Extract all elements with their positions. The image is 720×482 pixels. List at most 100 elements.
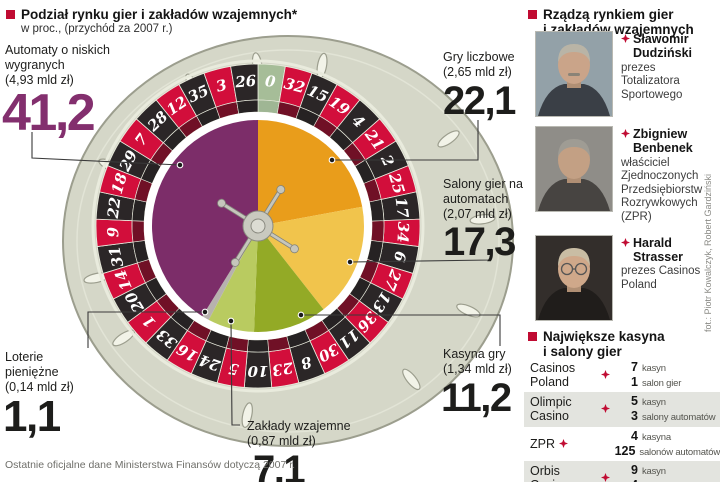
person-name: Zbigniew Benbenek [633,127,693,156]
casino-stat-number: 9 [631,462,638,477]
photo-credit: fot.: Piotr Kowalczyk, Robert Gardziński [703,173,713,332]
person-name: Sławomir Dudziński [633,32,693,61]
arrow-icon [601,471,610,482]
casino-row: Orbis Casino9kasyn4salony automatów [524,460,720,482]
pie-slice-22,1 [258,120,363,226]
pocket-number: 22 [104,196,125,220]
pocket-inner-34 [370,220,385,243]
casino-stat-number: 3 [631,409,638,424]
casino-stat-unit: salonów automatów [639,446,720,458]
person-row: Zbigniew Benbenek właściciel Zjednoczonyc… [535,126,718,225]
casino-stat-number: 5 [631,394,638,409]
pie-slice-7,1 [208,226,258,332]
callout-value: 17,3 [443,220,516,265]
footnote: Ostatnie oficjalne dane Ministerstwa Fin… [5,459,296,471]
pocket-number: 31 [105,244,127,268]
pocket-number: 17 [392,196,413,220]
pocket-inner-26 [236,99,259,114]
person-role: prezes Totalizatora Sportowego [621,61,683,101]
casino-stat-unit: kasyn [642,397,666,409]
casino-name: Casinos Poland [530,361,610,389]
leader-dot [227,317,235,325]
pocket-number: 32 [282,74,307,97]
pocket-inner-0 [257,99,280,114]
casino-name: Orbis Casino [530,464,610,482]
casino-stat-number: 125 [614,443,636,458]
pocket-number: 23 [271,358,296,379]
callout-detail: (4,93 mld zł) [5,72,74,87]
casino-stat-number: 7 [631,360,638,374]
callout-salony-gier: Salony gier na automatach (2,07 mld zł) … [443,177,539,265]
callout-label: Loterie pieniężne [5,350,59,379]
callout-value: 41,2 [2,84,96,143]
callout-detail: (0,87 mld zł) [247,433,316,448]
pocket-number: 18 [108,170,131,196]
leaders-list: Sławomir Dudziński prezes Totalizatora Sp… [535,31,718,331]
rim-pill-icon [112,329,135,347]
callout-label: Zakłady wzajemne [247,419,351,433]
callout-value: 11,2 [441,375,512,420]
pocket-number: 10 [247,362,268,380]
red-star-arrow-icon [601,472,610,482]
arrow-icon [621,34,630,62]
casino-stat-unit: salon gier [642,378,682,390]
person-role: właściciel Zjednoczonych Przedsiębiorstw… [621,156,703,223]
leader-line [31,132,181,166]
leader-line [332,120,479,161]
pie-slice-41,2 [152,120,258,317]
pocket-number: 0 [264,72,276,91]
casino-stat-number: 4 [631,428,638,443]
leader-dot [328,156,336,164]
leader-line [349,256,491,263]
pocket-number: 9 [104,226,122,238]
leader-line [301,314,501,346]
roulette-spinner-icon [217,185,299,267]
heading-bullet-icon [528,10,537,19]
leader-line [87,311,205,348]
rim-pill-icon [402,368,421,391]
red-star-arrow-icon [621,237,630,247]
callout-gry-liczbowe: Gry liczbowe (2,65 mld zł) 22,1 [443,50,516,121]
casino-row: ZPR 4 kasyna 125 salonów automatów [524,427,720,461]
pocket-inner-10 [246,339,270,353]
arrow-icon [559,437,568,451]
red-star-arrow-icon [601,404,610,414]
red-star-arrow-icon [621,34,630,43]
person-name: Harald Strasser [633,235,684,264]
pocket-number: 26 [234,72,258,92]
main-title-block: Podział rynku gier i zakładów wzajemnych… [6,7,297,36]
red-star-arrow-icon [621,129,630,138]
person-row: Harald Strasser prezes Casinos Poland [535,234,718,321]
title-bullet-icon [6,10,15,19]
casino-stat-number: 1 [631,375,638,390]
red-star-arrow-icon [601,370,610,380]
page-subtitle: w proc., (przychód za 2007 r.) [21,23,173,36]
callout-label: Automaty o niskich wygranych [5,43,110,72]
rim-pill-icon [469,213,496,225]
leaders-heading-line1: Rządzą rynkiem gier [543,7,674,22]
callout-detail: (2,65 mld zł) [443,64,512,79]
person-photo [535,126,613,212]
leader-line [230,320,240,426]
person-photo [535,234,613,321]
pocket-number: 6 [390,250,410,265]
casino-name: Olimpic Casino [530,395,610,423]
arrow-icon [601,402,610,416]
pocket-number: 25 [385,170,409,196]
callout-detail: (0,14 mld zł) [5,379,74,394]
leader-dot [297,311,305,319]
casino-row: Casinos Poland 7 kasyn 1 salon gier [524,358,720,392]
casino-stat-unit: salony automatów [642,412,716,424]
casino-name: ZPR [530,437,610,451]
rim-pill-icon [241,402,253,428]
person-row: Sławomir Dudziński prezes Totalizatora Sp… [535,31,718,117]
casinos-heading-line1: Największe kasyna [543,329,665,344]
callout-label: Gry liczbowe [443,50,515,64]
callout-label: Kasyna gry [443,347,506,361]
person-photo [535,31,613,117]
pocket-inner-9 [131,220,146,243]
arrow-icon [601,368,610,382]
callout-label: Salony gier na automatach [443,177,523,206]
page-title: Podział rynku gier i zakładów wzajemnych… [21,7,298,22]
